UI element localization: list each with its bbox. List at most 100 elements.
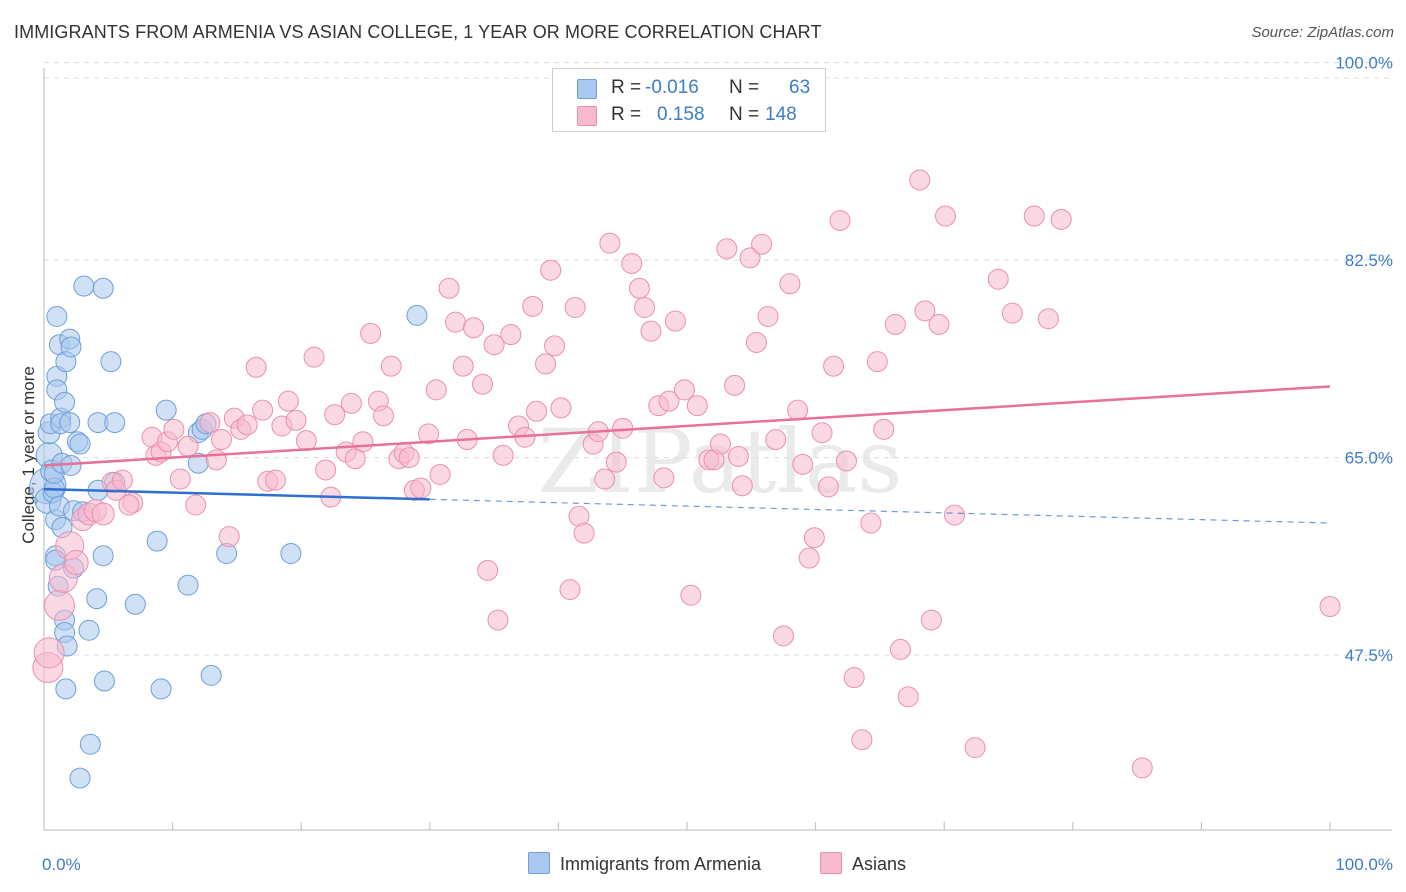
y-axis-label: College, 1 year or more xyxy=(19,366,38,544)
asians-legend-swatch xyxy=(820,852,842,874)
data-point xyxy=(280,543,302,564)
source-label: Source: ZipAtlas.com xyxy=(1251,24,1394,41)
data-point xyxy=(621,252,643,274)
legend-item-asians: Asians xyxy=(820,852,906,875)
data-point xyxy=(943,504,965,526)
x-tick-label: 100.0% xyxy=(1335,855,1393,874)
data-point xyxy=(54,391,76,413)
data-point xyxy=(928,313,950,335)
data-point xyxy=(803,527,825,549)
asians-swatch xyxy=(577,106,597,126)
data-point xyxy=(210,429,232,451)
data-point xyxy=(612,417,634,439)
data-point xyxy=(884,313,906,335)
data-point xyxy=(199,412,221,434)
data-point xyxy=(218,526,240,548)
asians-legend-label: Asians xyxy=(852,854,907,874)
data-point xyxy=(150,678,172,700)
data-point xyxy=(835,450,857,472)
r-value: -0.016 xyxy=(645,77,699,98)
series-armenia xyxy=(29,275,428,789)
data-point xyxy=(745,331,767,353)
data-point xyxy=(889,638,911,660)
data-point xyxy=(60,336,82,358)
data-point xyxy=(1023,205,1045,227)
data-point xyxy=(866,351,888,373)
data-point xyxy=(360,322,382,344)
data-point xyxy=(483,334,505,356)
data-point xyxy=(79,733,101,755)
data-point xyxy=(285,409,307,431)
r-label: R = xyxy=(611,104,642,125)
n-value: 148 xyxy=(765,104,797,125)
data-point xyxy=(544,335,566,357)
data-point xyxy=(111,469,133,491)
armenia-legend-label: Immigrants from Armenia xyxy=(560,854,762,874)
data-point xyxy=(573,522,595,544)
data-point xyxy=(1050,208,1072,230)
data-point xyxy=(169,468,191,490)
data-point xyxy=(500,324,522,346)
data-point xyxy=(155,399,177,421)
trend-line-asians xyxy=(43,385,1331,467)
y-tick-label: 82.5% xyxy=(1345,251,1393,270)
x-tick-label: 0.0% xyxy=(42,855,81,874)
data-point xyxy=(724,374,746,396)
data-point xyxy=(964,737,986,759)
n-value: 63 xyxy=(789,77,811,98)
data-point xyxy=(104,412,126,434)
data-point xyxy=(909,169,931,191)
data-point xyxy=(811,422,833,444)
data-point xyxy=(664,310,686,332)
r-value: 0.158 xyxy=(657,104,705,125)
data-point xyxy=(823,355,845,377)
data-point xyxy=(46,306,68,327)
data-point xyxy=(100,351,122,373)
y-tick-label: 47.5% xyxy=(1345,646,1393,665)
data-point xyxy=(86,588,108,610)
data-point xyxy=(352,431,374,453)
data-point xyxy=(118,494,140,516)
trend-line-armenia-extension xyxy=(429,498,1331,524)
data-point xyxy=(315,459,337,481)
data-point xyxy=(277,390,299,412)
data-point xyxy=(914,300,936,322)
data-point xyxy=(897,686,919,708)
data-point xyxy=(739,247,761,269)
data-point xyxy=(860,512,882,534)
data-point xyxy=(245,356,267,378)
stats-legend-row-armenia: R = -0.016 N = 63 xyxy=(553,74,825,102)
data-point xyxy=(1131,757,1153,779)
legend-item-armenia: Immigrants from Armenia xyxy=(528,852,761,875)
data-point xyxy=(69,767,91,789)
data-point xyxy=(418,423,440,445)
data-point xyxy=(445,311,467,333)
r-label: R = xyxy=(611,77,642,98)
data-point xyxy=(873,418,895,440)
data-point xyxy=(91,502,115,526)
data-point xyxy=(628,277,650,299)
data-point xyxy=(731,475,753,497)
data-point xyxy=(716,238,738,260)
data-point xyxy=(817,476,839,498)
data-point xyxy=(463,317,485,339)
data-point xyxy=(93,670,115,692)
data-point xyxy=(540,259,562,281)
data-point xyxy=(779,273,801,295)
data-point xyxy=(798,547,820,569)
data-point xyxy=(438,277,460,299)
data-point xyxy=(487,609,509,631)
data-point xyxy=(564,296,586,318)
data-point xyxy=(673,379,695,401)
data-point xyxy=(526,400,548,422)
data-point xyxy=(185,494,207,516)
data-point xyxy=(92,545,114,567)
data-point xyxy=(559,579,581,601)
data-point xyxy=(727,445,749,467)
data-point xyxy=(324,404,346,426)
data-point xyxy=(410,477,432,499)
data-point xyxy=(751,233,773,255)
data-point xyxy=(851,729,873,751)
trend-line-armenia xyxy=(43,487,430,501)
